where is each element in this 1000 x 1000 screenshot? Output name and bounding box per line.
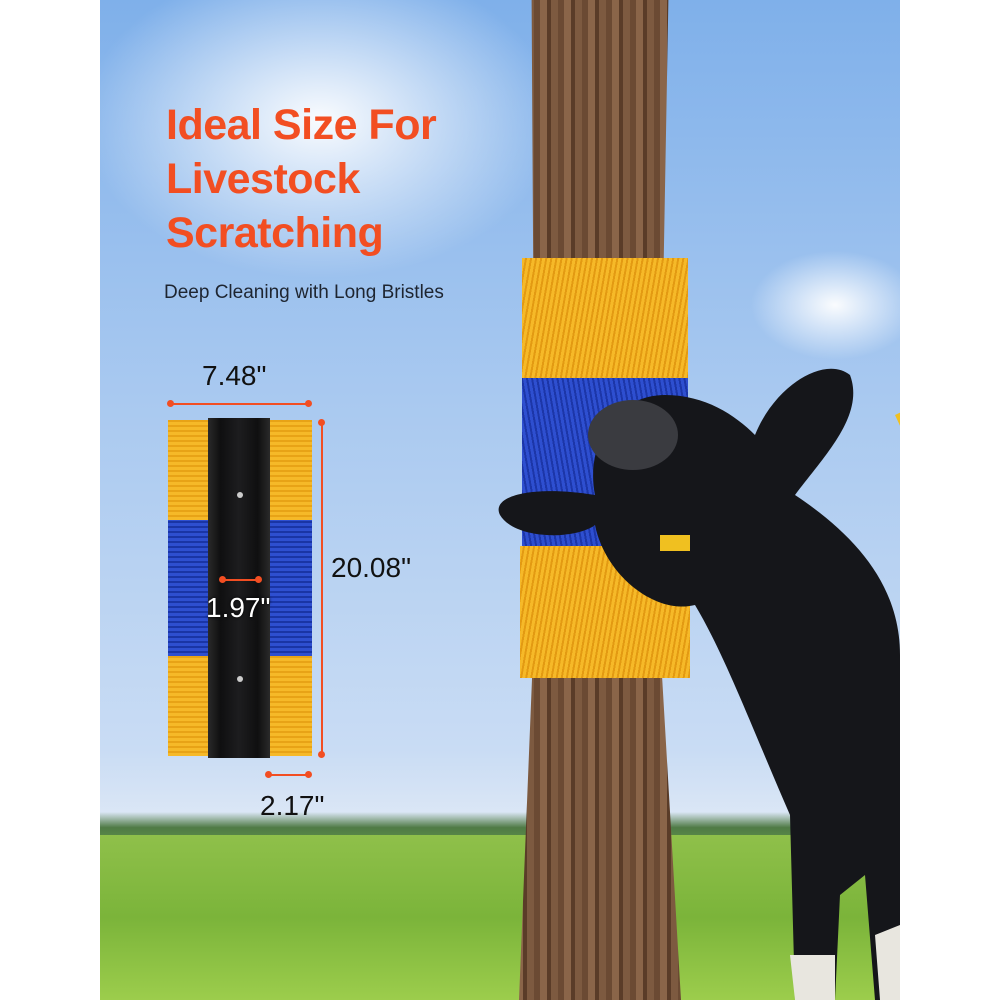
core-width-dimension-line [222, 579, 258, 581]
cloud [100, 0, 560, 280]
cloud [750, 250, 900, 360]
headline-subtitle: Deep Cleaning with Long Bristles [164, 282, 444, 303]
headline-title: Ideal Size For Livestock Scratching [166, 98, 437, 260]
dimension-endpoint [305, 771, 312, 778]
height-label: 20.08" [331, 552, 412, 583]
brush-core [208, 418, 270, 758]
dimension-endpoint [167, 400, 174, 407]
dimension-endpoint [255, 576, 262, 583]
dimension-endpoint [219, 576, 226, 583]
mounted-brush-yellow-top [522, 258, 688, 378]
width-dimension-line [170, 403, 308, 405]
grass-field [100, 835, 900, 1000]
dimension-endpoint [318, 751, 325, 758]
dimension-endpoint [265, 771, 272, 778]
height-dimension-line [321, 422, 323, 755]
cow [498, 368, 900, 1000]
pasture-scene [100, 0, 900, 1000]
dimension-endpoint [318, 419, 325, 426]
core-width-label: 1.97" [206, 592, 271, 623]
title-line: Livestock [166, 155, 360, 203]
treeline [100, 812, 900, 838]
width-label: 7.48" [202, 360, 267, 391]
title-line: Scratching [166, 209, 384, 257]
bristle-length-label: 2.17" [260, 790, 325, 821]
screw-hole [237, 676, 243, 682]
screw-hole [237, 492, 243, 498]
dimension-endpoint [305, 400, 312, 407]
bristle-length-dimension-line [268, 774, 308, 776]
title-line: Ideal Size For [166, 101, 437, 149]
